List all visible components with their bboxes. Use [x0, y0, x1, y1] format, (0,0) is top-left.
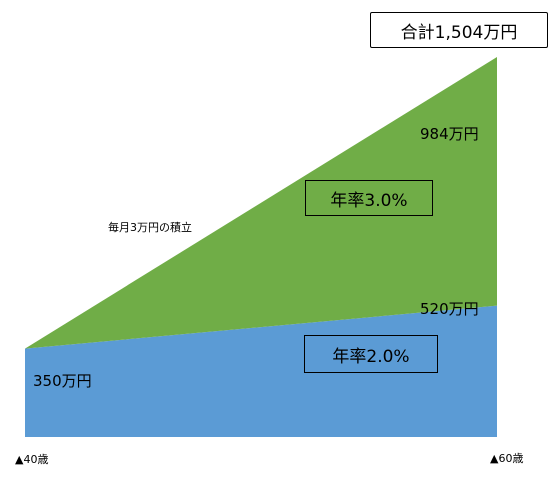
- x-tick-label-end: ▲60歳: [490, 452, 524, 465]
- lower-series-area: [25, 305, 497, 437]
- lower-rate-label: 年率2.0%: [304, 335, 438, 373]
- start-value-label: 350万円: [33, 372, 92, 390]
- x-tick-label-start: ▲40歳: [15, 453, 49, 466]
- annotation-monthly-saving: 毎月3万円の積立: [108, 221, 192, 234]
- total-label: 合計1,504万円: [370, 12, 548, 48]
- upper-rate-label: 年率3.0%: [305, 180, 433, 216]
- upper-end-value-label: 984万円: [420, 125, 479, 143]
- upper-series-area: [25, 57, 497, 349]
- lower-end-value-label: 520万円: [420, 300, 479, 318]
